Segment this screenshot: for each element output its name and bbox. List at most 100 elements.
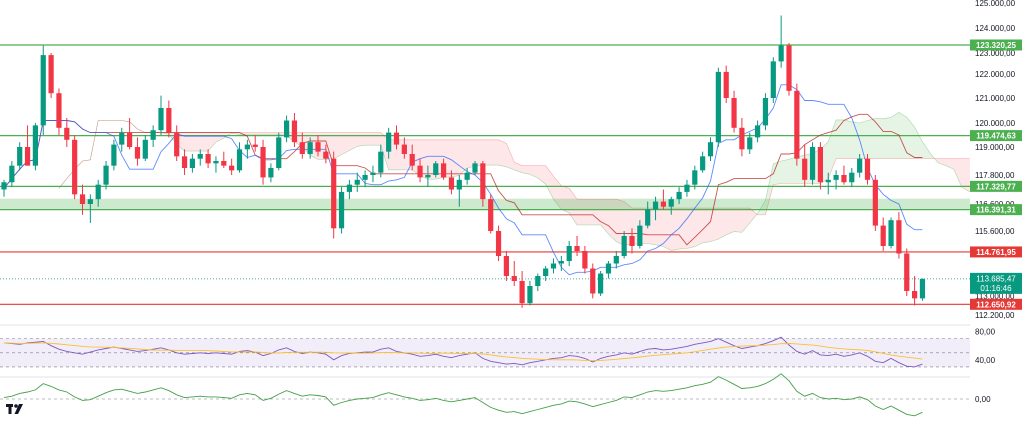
price-axis[interactable]: 125.000,00 124.000,00 123.000,00 122.000,00… — [0, 0, 1016, 378]
candle-body — [833, 175, 839, 180]
price-tick-label: 117.800,00 — [975, 171, 1015, 180]
candle-body — [786, 45, 792, 91]
cloud-segment — [836, 119, 844, 159]
candle-body — [857, 158, 863, 173]
cloud-segment — [553, 176, 562, 210]
kijun-line — [3, 113, 923, 246]
candle-body — [841, 175, 847, 183]
cloud-segment — [184, 132, 193, 152]
cloud-segment — [773, 161, 782, 185]
cloud-segment — [867, 118, 876, 159]
cloud-segment — [828, 119, 837, 179]
rsi-line — [3, 336, 923, 368]
cloud-segment — [255, 132, 264, 135]
candle-body — [32, 125, 38, 166]
candle-body — [637, 225, 643, 246]
cloud-segment — [490, 139, 499, 166]
cloud-segment — [537, 165, 546, 185]
candle-body — [896, 220, 902, 254]
momentum-line — [3, 373, 923, 417]
price-tick-label: 125.000,00 — [975, 0, 1016, 8]
cloud-segment — [475, 139, 483, 167]
cloud-segment — [749, 208, 758, 223]
candle-body — [582, 251, 588, 269]
cloud-segment — [781, 159, 789, 184]
span-a-line — [58, 112, 970, 251]
cloud-segment — [584, 199, 593, 225]
candle-body — [56, 93, 62, 128]
cloud-segment — [938, 158, 946, 166]
candle-body — [17, 147, 23, 166]
candle-body — [40, 55, 46, 126]
candle-body — [236, 149, 243, 171]
price-tick-label: 115.600,00 — [975, 227, 1015, 236]
candle-body — [346, 184, 352, 192]
cloud-segment — [569, 188, 578, 225]
candle-body — [880, 225, 886, 246]
candle-body — [864, 158, 871, 180]
candle-body — [605, 263, 612, 274]
candle-body — [386, 132, 392, 152]
candle-body — [370, 172, 376, 175]
candle-body — [598, 273, 604, 294]
momentum-pane: 0,00 — [0, 373, 991, 417]
candle-body — [433, 163, 439, 175]
candle-body — [762, 98, 769, 126]
candle-body — [307, 142, 313, 154]
level-label: 116.391,31 — [976, 206, 1016, 215]
price-tick-label: 120.000,00 — [975, 119, 1016, 128]
candle-body — [260, 147, 266, 178]
candle-body — [268, 168, 274, 178]
candle-body — [668, 199, 674, 207]
last-price-label: 113.685,47 — [976, 274, 1016, 283]
rsi-tick-label: 80,00 — [975, 328, 996, 337]
candle-body — [550, 263, 557, 269]
candle-body — [338, 191, 345, 229]
candle-body — [503, 256, 509, 276]
candle-body — [692, 170, 698, 185]
candle-body — [166, 108, 172, 133]
candle-body — [119, 132, 125, 145]
candle-body — [448, 177, 455, 190]
candle-body — [519, 281, 525, 304]
candle-body — [676, 191, 682, 200]
candle-body — [205, 154, 211, 164]
candle-body — [229, 165, 235, 171]
candle-body — [299, 142, 305, 154]
candle-body — [315, 142, 321, 152]
candle-body — [472, 163, 478, 173]
candle-body — [629, 236, 635, 246]
cloud-segment — [498, 139, 507, 167]
candle-body — [362, 175, 368, 180]
cloud-segment — [270, 132, 279, 135]
level-label: 119.474,63 — [976, 132, 1016, 141]
candle-body — [323, 151, 329, 159]
candle-body — [221, 161, 227, 166]
candle-body — [480, 163, 486, 200]
candle-body — [181, 156, 188, 168]
candle-body — [574, 246, 580, 251]
candle-body — [464, 172, 470, 180]
candle-body — [543, 268, 549, 276]
candle-body — [276, 137, 282, 168]
candle-body — [87, 199, 93, 204]
level-badge — [970, 130, 1022, 142]
cloud-segment — [757, 200, 766, 215]
cloud-segment — [679, 208, 687, 250]
level-label: 114.761,95 — [976, 248, 1016, 257]
candle-body — [558, 261, 564, 264]
cloud-segment — [953, 158, 962, 188]
cloud-segment — [765, 163, 774, 215]
cloud-segment — [372, 132, 381, 146]
candle-body — [331, 158, 337, 229]
level-label: 112.650,92 — [976, 300, 1016, 309]
cloud-segment — [726, 208, 735, 235]
last-price-badge — [970, 272, 1022, 294]
candle-body — [739, 127, 745, 150]
price-tick-label: 121.000,00 — [975, 94, 1016, 103]
candle-body — [72, 139, 78, 195]
candle-body — [535, 276, 541, 286]
cloud-segment — [851, 121, 860, 159]
candle-body — [9, 165, 15, 183]
